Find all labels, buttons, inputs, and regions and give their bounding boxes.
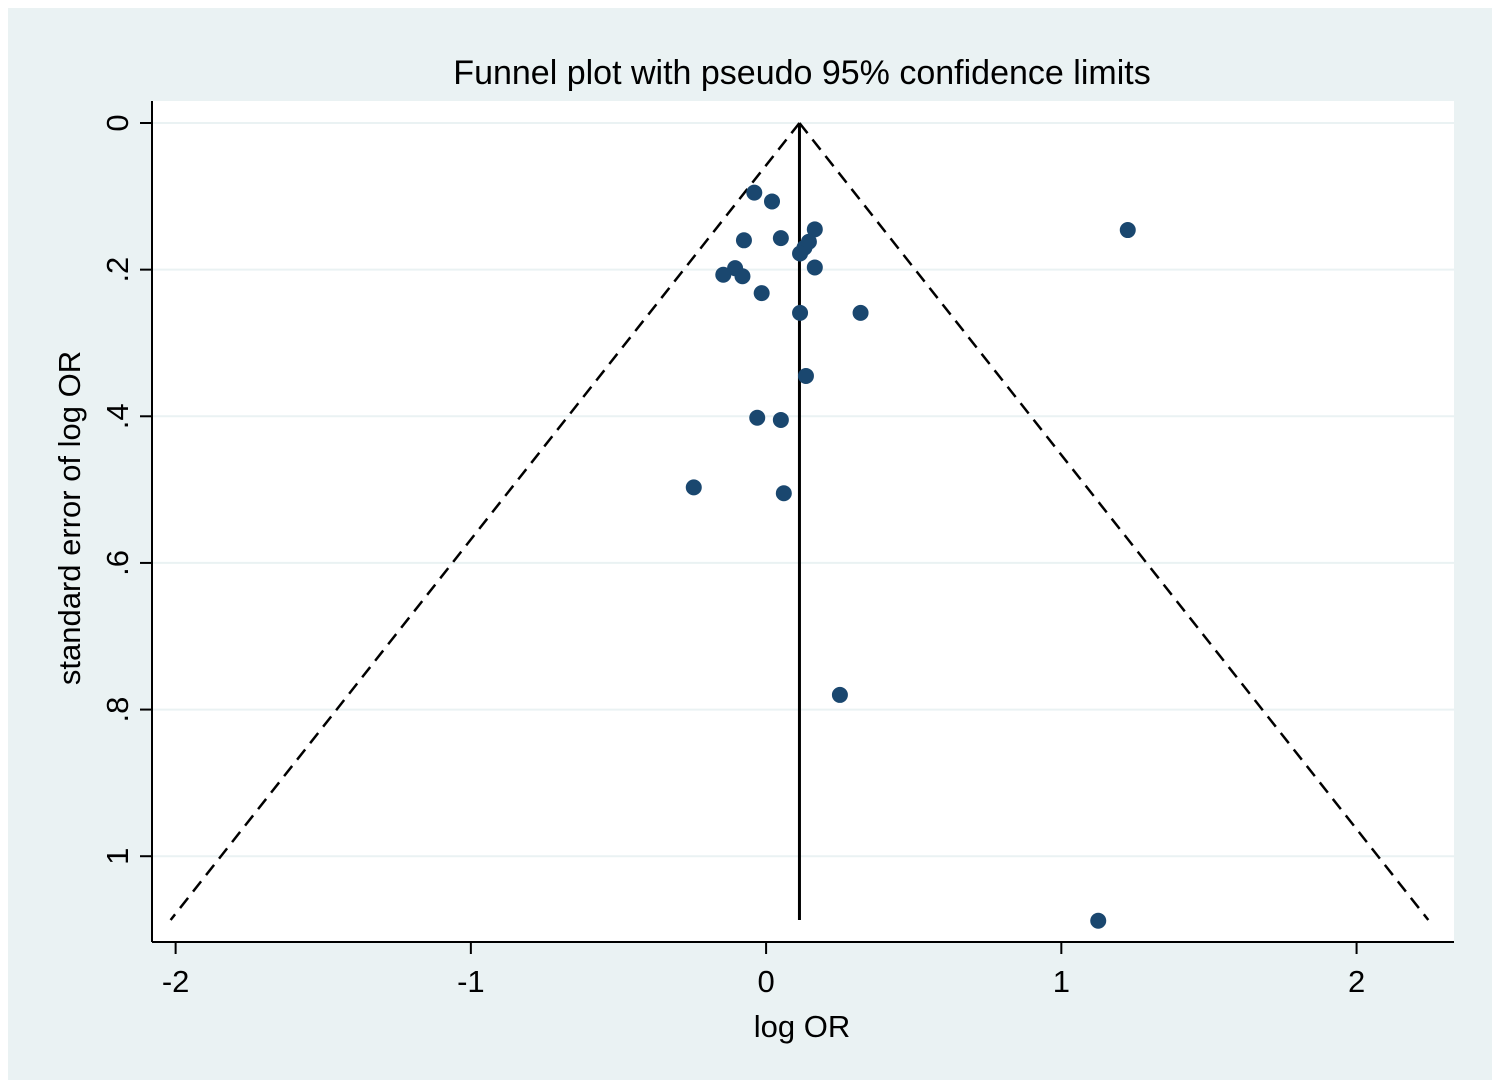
x-axis-label: log OR: [754, 1009, 850, 1044]
data-point-12: [734, 268, 751, 285]
data-point-16: [797, 367, 814, 384]
data-point-3: [1119, 222, 1136, 239]
data-point-15: [852, 304, 869, 321]
data-point-21: [831, 686, 848, 703]
y-tick-label-5: 1: [100, 848, 135, 865]
funnel-plot: Funnel plot with pseudo 95% confidence l…: [52, 54, 1454, 1044]
data-point-18: [772, 411, 789, 428]
data-point-8: [792, 245, 809, 262]
x-tick-label-0: -2: [162, 964, 190, 999]
data-point-13: [753, 285, 770, 302]
x-axis-ticks: -2 -1 0 1 2: [162, 942, 1365, 999]
data-point-5: [772, 230, 789, 247]
x-tick-label-1: -1: [457, 964, 485, 999]
data-point-9: [806, 259, 823, 276]
x-tick-label-2: 0: [757, 964, 774, 999]
x-tick-label-4: 2: [1348, 964, 1365, 999]
data-points: [685, 184, 1136, 929]
data-point-0: [746, 184, 763, 201]
data-point-4: [735, 232, 752, 249]
y-tick-label-0: 0: [100, 114, 135, 131]
y-tick-label-2: .4: [100, 403, 135, 429]
data-point-11: [715, 266, 732, 283]
y-axis-ticks: 0 .2 .4 .6 .8 1: [100, 114, 152, 865]
y-tick-label-1: .2: [100, 257, 135, 283]
lower-confidence-limit: [169, 122, 801, 921]
y-axis-label: standard error of log OR: [52, 351, 87, 685]
data-point-19: [685, 479, 702, 496]
data-point-20: [775, 485, 792, 502]
data-point-2: [806, 221, 823, 238]
upper-confidence-limit: [798, 122, 1430, 921]
plot-region: [152, 101, 1454, 942]
y-tick-label-4: .8: [100, 697, 135, 723]
chart-title: Funnel plot with pseudo 95% confidence l…: [453, 54, 1150, 92]
x-tick-label-3: 1: [1053, 964, 1070, 999]
data-point-17: [749, 409, 766, 426]
data-point-1: [764, 193, 780, 210]
data-point-14: [792, 304, 809, 321]
y-tick-label-3: .6: [100, 550, 135, 576]
grid-lines: [152, 121, 1454, 858]
data-point-22: [1090, 912, 1107, 929]
graph-region: Funnel plot with pseudo 95% confidence l…: [8, 8, 1492, 1080]
axes: [151, 101, 1454, 943]
